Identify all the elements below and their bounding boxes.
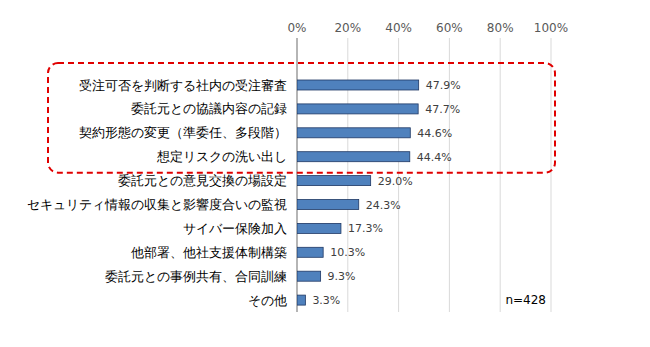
category-label: 委託元との意見交換の場設定 — [118, 173, 287, 188]
tick-label: 0% — [287, 21, 306, 35]
category-label: 契約形態の変更（準委任、多段階） — [79, 125, 287, 140]
bars — [297, 80, 419, 305]
category-label: 他部署、他社支援体制構築 — [131, 245, 287, 260]
data-label: 47.7% — [425, 103, 460, 116]
category-label: サイバー保険加入 — [183, 221, 287, 236]
bar — [297, 271, 321, 281]
bar — [297, 152, 410, 162]
tick-label: 80% — [487, 21, 514, 35]
data-label: 3.3% — [312, 294, 340, 307]
data-label: 44.6% — [417, 127, 452, 140]
tick-label: 20% — [334, 21, 361, 35]
chart: 0% 20% 40% 60% 80% 100% 受注可否を判断する社内の受注審査 47.9% 委… — [0, 0, 650, 347]
category-label: 想定リスクの洗い出し — [156, 149, 287, 164]
grid-line — [500, 38, 501, 312]
data-label: 47.9% — [426, 79, 461, 92]
data-label: 9.3% — [328, 270, 356, 283]
bar — [297, 295, 305, 305]
tick-label: 60% — [436, 21, 463, 35]
category-label: 委託元との協議内容の記録 — [131, 101, 287, 116]
tick-label: 40% — [385, 21, 412, 35]
highlight-box — [48, 63, 555, 173]
grid-line — [551, 38, 552, 312]
tick-label: 100% — [534, 21, 568, 35]
bar — [297, 247, 323, 257]
bar — [297, 104, 418, 114]
data-label: 44.4% — [417, 151, 452, 164]
bar — [297, 223, 341, 233]
annotation: n=428 — [505, 293, 546, 307]
bar — [297, 80, 419, 90]
data-label: 10.3% — [330, 246, 365, 259]
bar — [297, 200, 359, 210]
data-label: 24.3% — [366, 199, 401, 212]
data-label: 17.3% — [348, 222, 383, 235]
data-label: 29.0% — [378, 175, 413, 188]
bar — [297, 128, 410, 138]
bar — [297, 176, 371, 186]
category-label: 委託元との事例共有、合同訓練 — [105, 269, 287, 284]
category-label: 受注可否を判断する社内の受注審査 — [79, 78, 287, 93]
category-label: セキュリティ情報の収集と影響度合いの監視 — [27, 197, 287, 212]
category-label: その他 — [248, 293, 287, 308]
